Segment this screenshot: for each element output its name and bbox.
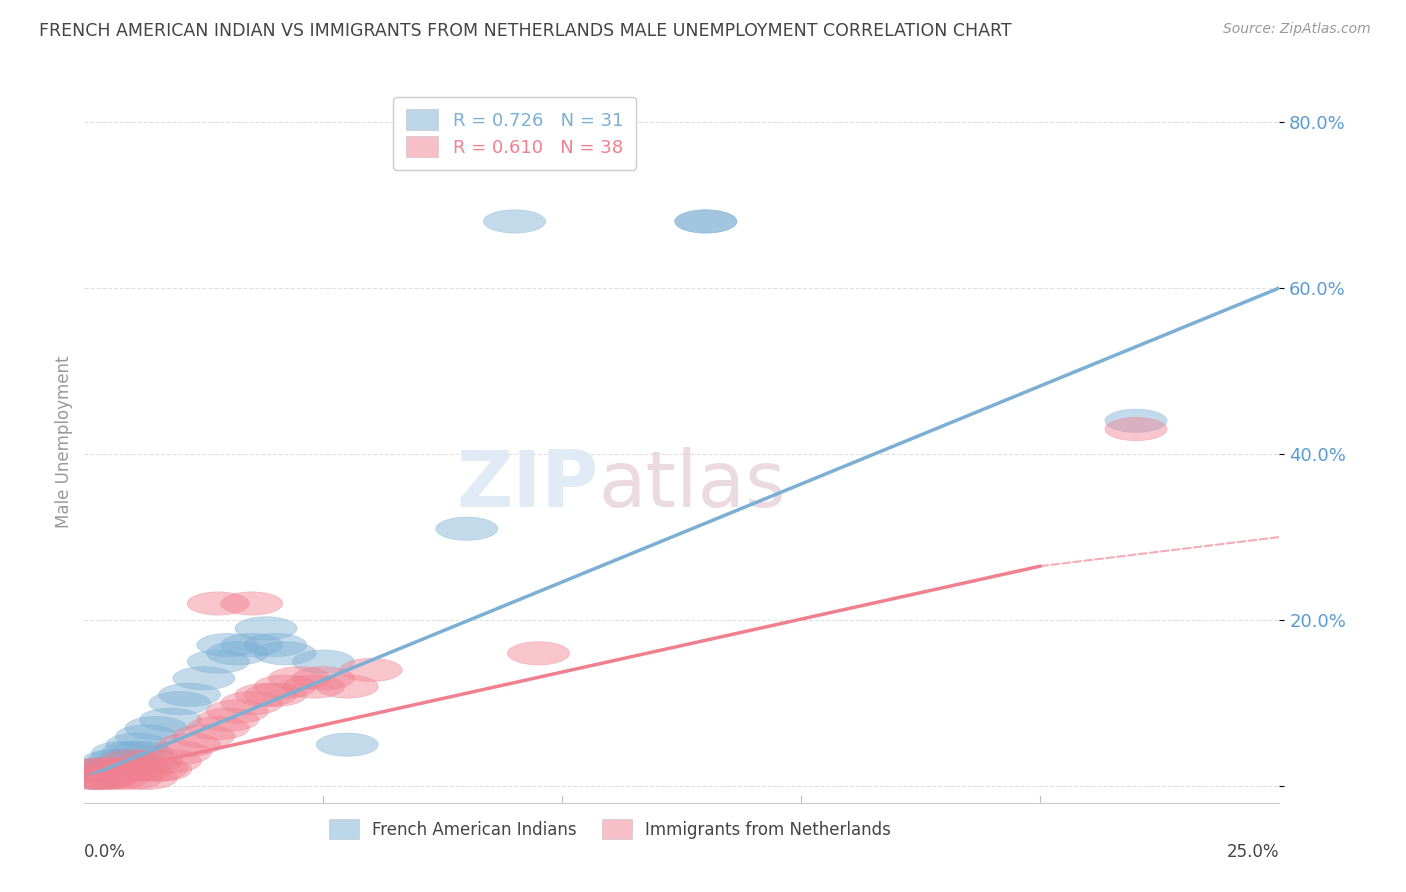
Y-axis label: Male Unemployment: Male Unemployment	[55, 355, 73, 528]
Ellipse shape	[77, 766, 139, 789]
Ellipse shape	[67, 758, 129, 781]
Ellipse shape	[111, 741, 173, 764]
Ellipse shape	[82, 749, 145, 772]
Ellipse shape	[269, 666, 330, 690]
Ellipse shape	[77, 758, 139, 781]
Ellipse shape	[207, 700, 269, 723]
Ellipse shape	[245, 633, 307, 657]
Ellipse shape	[73, 758, 135, 781]
Ellipse shape	[82, 758, 145, 781]
Ellipse shape	[159, 683, 221, 706]
Ellipse shape	[1105, 417, 1167, 441]
Text: FRENCH AMERICAN INDIAN VS IMMIGRANTS FROM NETHERLANDS MALE UNEMPLOYMENT CORRELAT: FRENCH AMERICAN INDIAN VS IMMIGRANTS FRO…	[39, 22, 1012, 40]
Ellipse shape	[149, 741, 211, 764]
Ellipse shape	[87, 749, 149, 772]
Ellipse shape	[115, 724, 177, 748]
Ellipse shape	[125, 758, 187, 781]
Ellipse shape	[235, 616, 297, 640]
Ellipse shape	[129, 758, 193, 781]
Ellipse shape	[96, 749, 159, 772]
Ellipse shape	[67, 766, 129, 789]
Ellipse shape	[105, 758, 169, 781]
Ellipse shape	[207, 641, 269, 665]
Ellipse shape	[63, 766, 125, 789]
Text: 25.0%: 25.0%	[1227, 843, 1279, 861]
Ellipse shape	[187, 650, 249, 673]
Ellipse shape	[105, 733, 169, 756]
Ellipse shape	[67, 758, 129, 781]
Ellipse shape	[111, 758, 173, 781]
Ellipse shape	[173, 666, 235, 690]
Ellipse shape	[235, 683, 297, 706]
Ellipse shape	[91, 758, 153, 781]
Ellipse shape	[283, 675, 344, 698]
Ellipse shape	[221, 633, 283, 657]
Ellipse shape	[675, 210, 737, 233]
Ellipse shape	[159, 733, 221, 756]
Ellipse shape	[316, 733, 378, 756]
Text: Source: ZipAtlas.com: Source: ZipAtlas.com	[1223, 22, 1371, 37]
Ellipse shape	[101, 741, 163, 764]
Ellipse shape	[675, 210, 737, 233]
Ellipse shape	[139, 708, 201, 731]
Ellipse shape	[187, 716, 249, 739]
Ellipse shape	[121, 749, 183, 772]
Ellipse shape	[101, 749, 163, 772]
Ellipse shape	[1105, 409, 1167, 433]
Ellipse shape	[67, 758, 129, 781]
Ellipse shape	[221, 691, 283, 714]
Text: ZIP: ZIP	[456, 447, 599, 523]
Ellipse shape	[101, 766, 163, 789]
Ellipse shape	[292, 650, 354, 673]
Ellipse shape	[316, 675, 378, 698]
Ellipse shape	[484, 210, 546, 233]
Ellipse shape	[197, 633, 259, 657]
Ellipse shape	[91, 741, 153, 764]
Ellipse shape	[292, 666, 354, 690]
Ellipse shape	[436, 517, 498, 541]
Ellipse shape	[139, 749, 201, 772]
Legend: French American Indians, Immigrants from Netherlands: French American Indians, Immigrants from…	[319, 809, 901, 848]
Ellipse shape	[149, 691, 211, 714]
Ellipse shape	[73, 766, 135, 789]
Ellipse shape	[125, 716, 187, 739]
Text: atlas: atlas	[599, 447, 786, 523]
Ellipse shape	[96, 758, 159, 781]
Ellipse shape	[173, 724, 235, 748]
Ellipse shape	[254, 641, 316, 665]
Ellipse shape	[63, 766, 125, 789]
Text: 0.0%: 0.0%	[84, 843, 127, 861]
Ellipse shape	[245, 683, 307, 706]
Ellipse shape	[187, 592, 249, 615]
Ellipse shape	[221, 592, 283, 615]
Ellipse shape	[340, 658, 402, 681]
Ellipse shape	[115, 766, 177, 789]
Ellipse shape	[197, 708, 259, 731]
Ellipse shape	[87, 766, 149, 789]
Ellipse shape	[254, 675, 316, 698]
Ellipse shape	[508, 641, 569, 665]
